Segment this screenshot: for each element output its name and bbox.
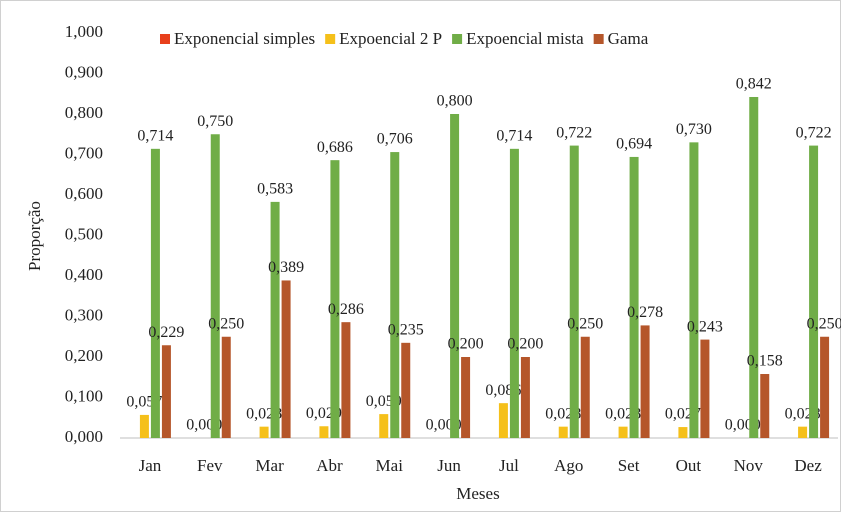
x-tick-label: Out xyxy=(676,456,702,475)
x-tick-label: Ago xyxy=(554,456,583,475)
bar xyxy=(760,374,770,438)
value-label: 0,200 xyxy=(507,336,543,353)
x-tick-label: Mai xyxy=(376,456,404,475)
bar xyxy=(319,426,329,438)
y-tick-label: 0,200 xyxy=(65,346,103,365)
bar xyxy=(509,148,519,438)
value-label: 0,250 xyxy=(208,315,244,332)
bar xyxy=(461,357,471,438)
value-label: 0,730 xyxy=(676,121,712,138)
value-label: 0,686 xyxy=(317,139,353,156)
bar xyxy=(809,145,819,438)
value-label: 0,800 xyxy=(437,93,473,110)
bar xyxy=(798,426,808,438)
bar xyxy=(341,322,351,438)
bar xyxy=(270,201,280,438)
value-label: 0,842 xyxy=(736,76,772,93)
x-tick-label: Fev xyxy=(197,456,223,475)
y-tick-label: 0,500 xyxy=(65,224,103,243)
bar xyxy=(569,145,579,438)
value-label: 0,229 xyxy=(148,324,184,341)
value-label: 0,722 xyxy=(556,124,592,141)
value-label: 0,583 xyxy=(257,181,293,198)
value-label: 0,250 xyxy=(807,315,841,332)
legend-label: Expoencial 2 P xyxy=(339,29,442,48)
bar xyxy=(139,414,149,438)
bar xyxy=(379,414,389,438)
y-tick-label: 0,100 xyxy=(65,386,103,405)
value-label: 0,278 xyxy=(627,304,663,321)
value-label: 0,235 xyxy=(388,321,424,338)
x-tick-label: Abr xyxy=(316,456,343,475)
x-tick-label: Mar xyxy=(255,456,284,475)
bar xyxy=(259,426,269,438)
y-tick-label: 0,900 xyxy=(65,62,103,81)
bar xyxy=(820,336,830,438)
y-axis-title: Proporção xyxy=(25,201,44,271)
bar xyxy=(618,426,628,438)
bar xyxy=(390,152,400,438)
bar xyxy=(629,156,639,438)
bar xyxy=(210,134,220,438)
legend-label: Exponencial simples xyxy=(174,29,315,48)
bar xyxy=(281,280,291,438)
x-tick-label: Jan xyxy=(139,456,162,475)
y-tick-label: 0,300 xyxy=(65,305,103,324)
y-tick-label: 0,000 xyxy=(65,427,103,446)
x-tick-label: Jun xyxy=(437,456,461,475)
bar xyxy=(150,148,160,438)
value-label: 0,706 xyxy=(377,131,413,148)
y-tick-label: 0,800 xyxy=(65,103,103,122)
bar xyxy=(401,342,411,438)
bar xyxy=(558,426,568,438)
legend-swatch xyxy=(325,34,336,44)
value-label: 0,286 xyxy=(328,301,364,318)
value-label: 0,243 xyxy=(687,318,723,335)
bar xyxy=(700,339,710,438)
legend-swatch xyxy=(593,34,604,44)
x-tick-label: Dez xyxy=(794,456,822,475)
value-label: 0,200 xyxy=(448,336,484,353)
x-axis-title: Meses xyxy=(456,484,499,503)
value-label: 0,250 xyxy=(567,315,603,332)
value-label: 0,158 xyxy=(747,353,783,370)
bar xyxy=(580,336,590,438)
legend-swatch xyxy=(452,34,463,44)
x-tick-label: Set xyxy=(618,456,640,475)
bar xyxy=(498,403,508,438)
bar xyxy=(678,427,688,438)
y-tick-label: 0,700 xyxy=(65,143,103,162)
value-label: 0,694 xyxy=(616,136,652,153)
value-label: 0,389 xyxy=(268,259,304,276)
y-tick-label: 0,600 xyxy=(65,184,103,203)
bar xyxy=(161,345,171,438)
value-label: 0,722 xyxy=(796,124,832,141)
x-tick-label: Jul xyxy=(499,456,519,475)
value-label: 0,714 xyxy=(496,128,532,145)
legend-swatch xyxy=(160,34,170,44)
y-tick-label: 1,000 xyxy=(65,22,103,41)
legend-label: Gama xyxy=(608,29,649,48)
bar xyxy=(689,142,699,438)
value-label: 0,714 xyxy=(137,128,173,145)
x-tick-label: Nov xyxy=(734,456,764,475)
bar xyxy=(520,357,530,438)
bar xyxy=(221,336,231,438)
y-tick-label: 0,400 xyxy=(65,265,103,284)
bar xyxy=(330,160,340,439)
value-label: 0,750 xyxy=(197,113,233,130)
legend-label: Expoencial mista xyxy=(466,29,584,48)
bar xyxy=(450,114,460,438)
bar xyxy=(640,325,650,438)
bar xyxy=(749,96,759,439)
